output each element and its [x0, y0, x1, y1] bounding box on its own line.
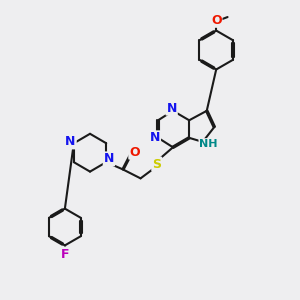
Text: S: S	[152, 158, 161, 171]
Text: F: F	[61, 248, 69, 260]
Text: O: O	[211, 14, 221, 27]
Text: N: N	[167, 102, 177, 115]
Text: NH: NH	[200, 139, 218, 149]
Text: O: O	[129, 146, 140, 159]
Text: N: N	[104, 152, 114, 165]
Text: N: N	[150, 131, 160, 144]
Text: N: N	[65, 135, 76, 148]
